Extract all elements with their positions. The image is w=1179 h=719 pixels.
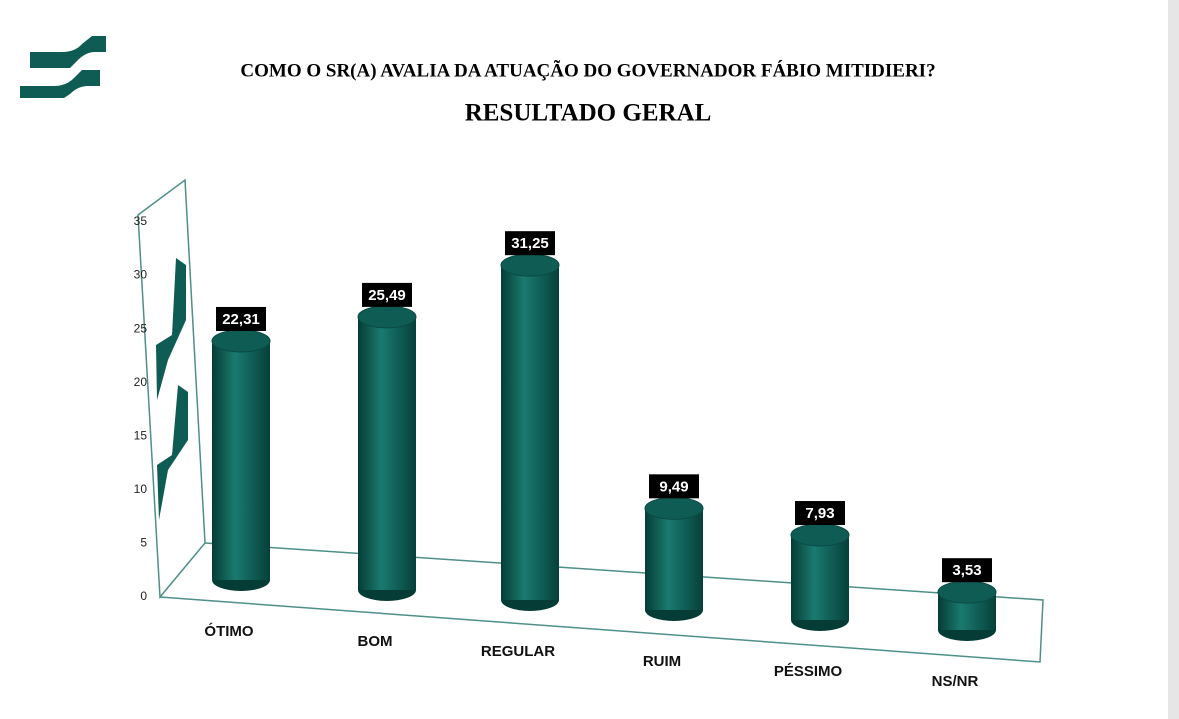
x-tick-label: NS/NR bbox=[932, 673, 979, 690]
value-label-bg bbox=[942, 558, 992, 583]
x-tick-label: ÓTIMO bbox=[204, 622, 253, 640]
y-tick-label: 0 bbox=[140, 589, 147, 603]
value-label-bg bbox=[505, 231, 555, 256]
bar bbox=[212, 340, 270, 580]
wall-logo bbox=[156, 258, 188, 520]
value-label-bg bbox=[362, 282, 412, 307]
value-label: 22,31 bbox=[222, 311, 260, 328]
bar bbox=[645, 508, 703, 610]
value-label: 7,93 bbox=[805, 505, 834, 522]
bar-top bbox=[357, 305, 417, 329]
bar bbox=[791, 535, 849, 620]
chart-title: COMO O SR(A) AVALIA DA ATUAÇÃO DO GOVERN… bbox=[240, 59, 935, 81]
bar-top bbox=[790, 523, 850, 547]
y-tick-label: 30 bbox=[134, 268, 148, 282]
x-tick-label: PÉSSIMO bbox=[774, 663, 843, 680]
bar-top bbox=[937, 580, 997, 604]
x-tick-label: RUIM bbox=[643, 653, 681, 670]
bar-top bbox=[644, 496, 704, 520]
y-tick-label: 25 bbox=[134, 321, 148, 335]
logo bbox=[20, 36, 106, 98]
value-label-bg bbox=[795, 501, 845, 526]
value-label: 3,53 bbox=[952, 562, 981, 579]
bar bbox=[358, 316, 416, 590]
page-edge bbox=[1168, 0, 1179, 719]
chart-frame bbox=[137, 178, 1044, 663]
chart-subtitle: RESULTADO GERAL bbox=[465, 100, 712, 127]
x-tick-label: REGULAR bbox=[481, 643, 555, 660]
value-label-bg bbox=[216, 306, 266, 331]
x-tick-label: BOM bbox=[358, 633, 393, 650]
y-tick-label: 20 bbox=[134, 375, 148, 389]
value-label: 9,49 bbox=[659, 478, 688, 495]
bar bbox=[501, 265, 559, 600]
y-tick-label: 35 bbox=[134, 214, 148, 228]
y-tick-label: 5 bbox=[140, 536, 147, 550]
value-label: 31,25 bbox=[511, 235, 549, 252]
y-tick-label: 10 bbox=[134, 482, 148, 496]
value-label-bg bbox=[649, 474, 699, 499]
value-label: 25,49 bbox=[368, 287, 406, 304]
bar-top bbox=[211, 329, 271, 353]
y-tick-label: 15 bbox=[134, 428, 148, 442]
bar-top bbox=[500, 253, 560, 277]
